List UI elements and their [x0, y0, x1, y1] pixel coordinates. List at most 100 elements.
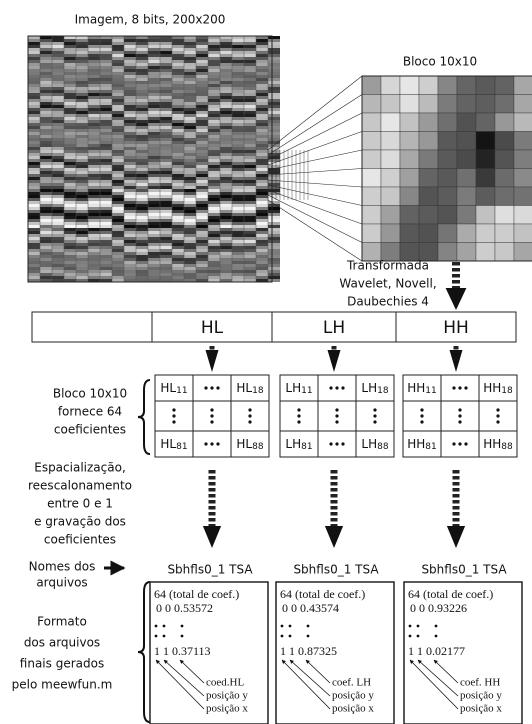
pixel-row: [268, 216, 280, 219]
pixel-row: [220, 135, 232, 138]
pixel-row: [256, 105, 268, 108]
pixel-row: [40, 171, 52, 174]
pixel-row: [184, 195, 196, 198]
pixel-row: [256, 165, 268, 168]
pixel-row: [40, 141, 52, 144]
pixel-row: [124, 165, 136, 168]
pixel-row: [112, 153, 124, 156]
pixel-row: [244, 195, 256, 198]
pixel-row: [52, 54, 64, 57]
arrow-dash: [453, 506, 460, 510]
pixel-row: [52, 75, 64, 78]
pixel-row: [76, 60, 88, 63]
pixel-row: [208, 72, 220, 75]
pixel-row: [100, 198, 112, 201]
pixel-row: [244, 117, 256, 120]
pixel-row: [268, 141, 280, 144]
dot: [435, 625, 438, 628]
pixel-row: [112, 168, 124, 171]
pixel-row: [172, 129, 184, 132]
block-cell: [381, 169, 400, 188]
pixel-row: [244, 270, 256, 273]
pixel-row: [220, 273, 232, 276]
pixel-row: [160, 60, 172, 63]
pixel-row: [28, 165, 40, 168]
pixel-row: [232, 75, 244, 78]
pixel-row: [184, 96, 196, 99]
pixel-row: [64, 273, 76, 276]
block-cell: [476, 95, 495, 114]
pixel-row: [112, 177, 124, 180]
pixel-row: [88, 273, 100, 276]
pixel-row: [268, 213, 280, 216]
pixel-row: [232, 48, 244, 51]
pixel-row: [244, 216, 256, 219]
pixel-row: [160, 144, 172, 147]
pixel-row: [100, 207, 112, 210]
pixel-row: [52, 117, 64, 120]
pixel-row: [124, 54, 136, 57]
block-cell: [400, 76, 419, 95]
pixel-row: [196, 186, 208, 189]
pixel-row: [256, 219, 268, 222]
pixel-row: [100, 159, 112, 162]
pixel-row: [52, 156, 64, 159]
pixel-row: [76, 249, 88, 252]
pixel-row: [40, 270, 52, 273]
pixel-row: [28, 273, 40, 276]
pixel-row: [148, 63, 160, 66]
pixel-row: [148, 114, 160, 117]
pixel-row: [76, 111, 88, 114]
pixel-row: [256, 189, 268, 192]
pixel-row: [100, 99, 112, 102]
pixel-row: [244, 228, 256, 231]
pixel-row: [64, 45, 76, 48]
pixel-row: [124, 228, 136, 231]
pixel-row: [208, 69, 220, 72]
pixel-row: [148, 129, 160, 132]
coefficient: HH11: [407, 381, 437, 396]
pixel-row: [100, 186, 112, 189]
pixel-row: [244, 93, 256, 96]
pixel-row: [148, 81, 160, 84]
pixel-row: [232, 177, 244, 180]
pixel-row: [256, 60, 268, 63]
pixel-row: [172, 216, 184, 219]
coefficient: HL81: [160, 437, 187, 452]
pixel-row: [124, 42, 136, 45]
pixel-row: [268, 39, 280, 42]
pixel-row: [52, 204, 64, 207]
pixel-row: [208, 159, 220, 162]
pixel-row: [268, 135, 280, 138]
pixel-row: [160, 264, 172, 267]
pixel-row: [64, 69, 76, 72]
pixel-row: [148, 135, 160, 138]
pixel-row: [244, 234, 256, 237]
pixel-row: [232, 87, 244, 90]
pixel-row: [124, 204, 136, 207]
pixel-row: [52, 42, 64, 45]
pixel-row: [40, 90, 52, 93]
pixel-row: [100, 45, 112, 48]
side-label: coeficientes: [44, 533, 116, 547]
pixel-row: [100, 222, 112, 225]
pixel-row: [148, 216, 160, 219]
pixel-row: [124, 246, 136, 249]
pixel-row: [64, 84, 76, 87]
block-cell: [381, 187, 400, 206]
pixel-row: [172, 126, 184, 129]
block-cell: [381, 206, 400, 225]
pixel-row: [148, 195, 160, 198]
pixel-row: [184, 144, 196, 147]
pixel-row: [232, 39, 244, 42]
pixel-row: [136, 42, 148, 45]
pixel-row: [64, 39, 76, 42]
pixel-row: [64, 54, 76, 57]
pixel-row: [88, 45, 100, 48]
pixel-row: [268, 99, 280, 102]
block-cell: [476, 76, 495, 95]
pixel-row: [256, 252, 268, 255]
pixel-row: [28, 69, 40, 72]
pixel-row: [244, 273, 256, 276]
pixel-row: [100, 276, 112, 279]
